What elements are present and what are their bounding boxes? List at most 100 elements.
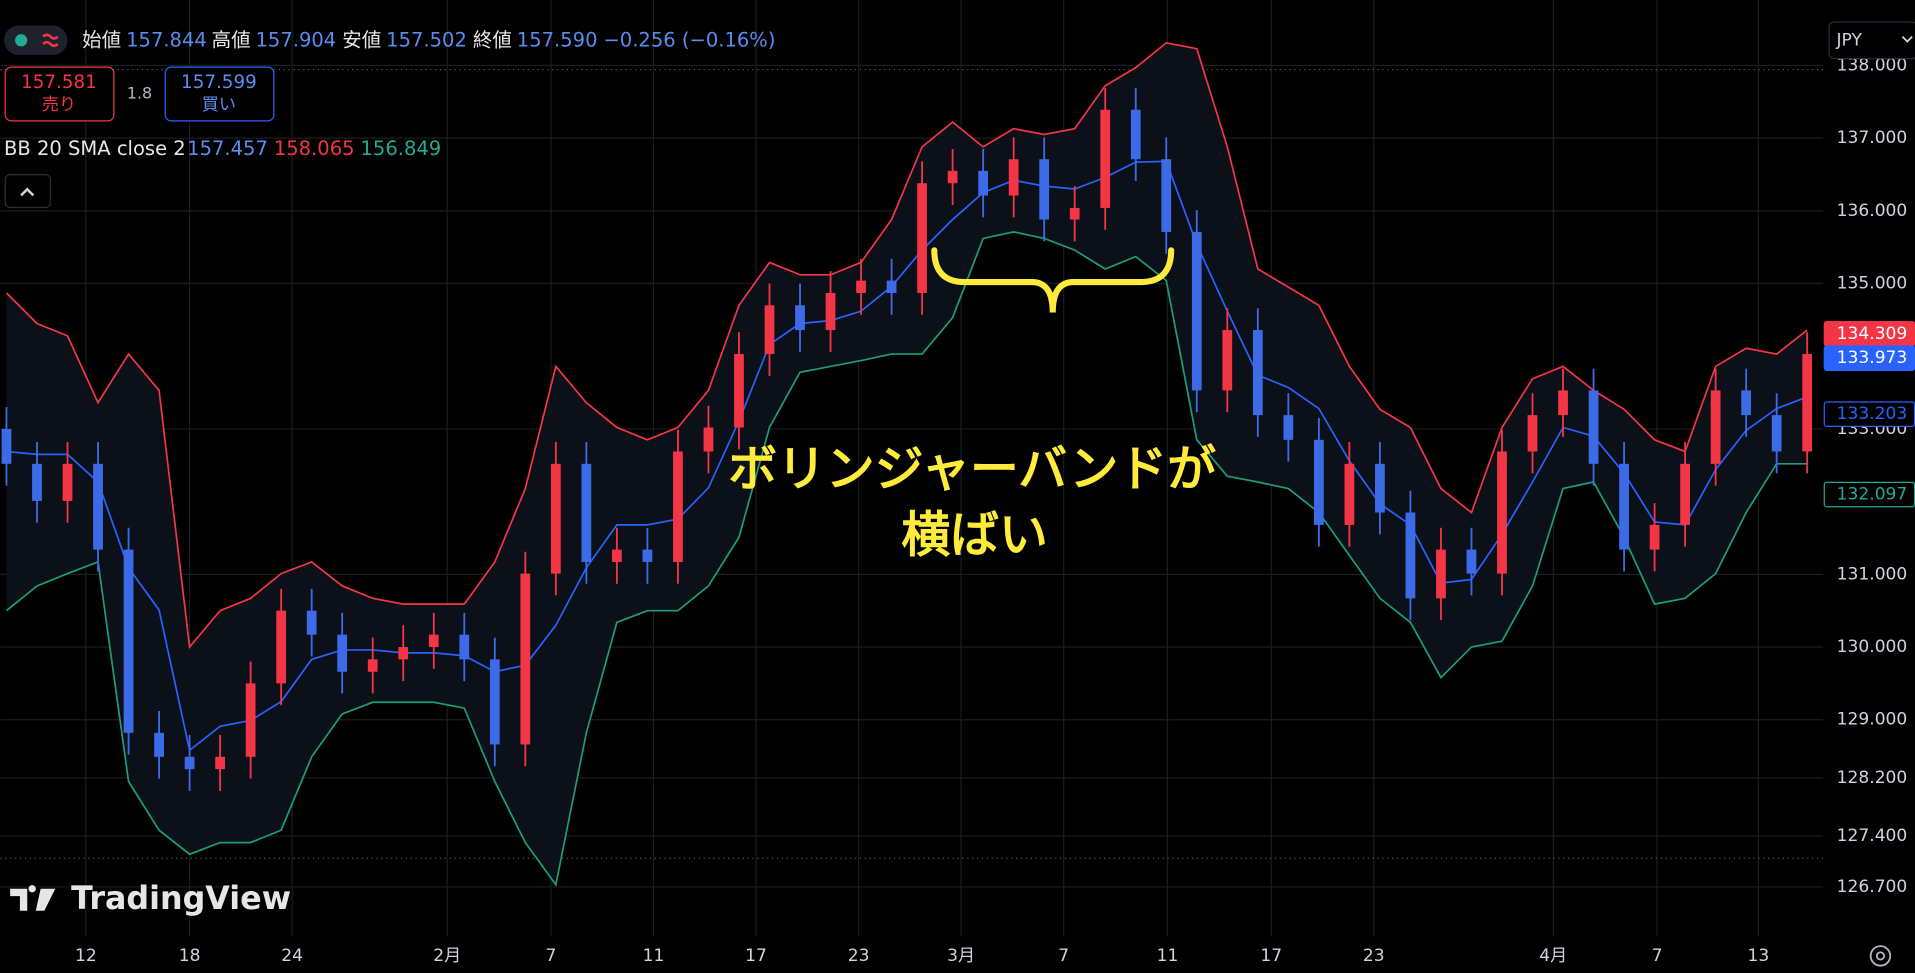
candle-body bbox=[520, 573, 531, 745]
indicator-name: BB 20 SMA close 2 bbox=[4, 136, 186, 159]
candle-body bbox=[1741, 390, 1752, 416]
settings-icon[interactable] bbox=[1869, 945, 1892, 967]
candle-body bbox=[1252, 330, 1263, 416]
ohlc-value: 157.904 bbox=[256, 28, 337, 51]
indicator-legend: BB 20 SMA close 2 157.457 158.065 156.849 bbox=[4, 136, 441, 159]
brace bbox=[931, 247, 1175, 313]
ohlc-label: 始値 bbox=[82, 28, 121, 51]
buy-button[interactable] bbox=[164, 66, 275, 122]
y-tick-label: 138.000 bbox=[1837, 55, 1908, 75]
candle-body bbox=[1466, 549, 1477, 574]
price-marker-label: 134.309 bbox=[1837, 324, 1908, 344]
candle-body bbox=[459, 634, 470, 660]
candle-body bbox=[93, 463, 103, 550]
x-tick-label: 17 bbox=[745, 946, 767, 966]
price-marker-label: 133.203 bbox=[1837, 404, 1908, 424]
ohlc-label: 安値 bbox=[342, 28, 381, 51]
symbol-status[interactable] bbox=[4, 25, 68, 55]
sell-price: 157.581 bbox=[21, 72, 97, 93]
candle-body bbox=[947, 170, 958, 184]
candle-body bbox=[1039, 159, 1050, 220]
plot bbox=[1, 41, 1813, 887]
chevron bbox=[20, 187, 35, 197]
sell-label: 売り bbox=[42, 95, 76, 115]
sell-button[interactable] bbox=[4, 66, 115, 122]
ohlc-value: 157.590 bbox=[517, 28, 598, 51]
candle-body bbox=[1313, 439, 1324, 525]
currency: JPY bbox=[1835, 30, 1862, 50]
settings-icon-core bbox=[1875, 951, 1886, 961]
chevron bbox=[1901, 35, 1913, 43]
watermark: TradingView bbox=[71, 881, 291, 917]
ohlc-value: 157.502 bbox=[386, 28, 467, 51]
annotation: ボリンジャーバンドが bbox=[728, 440, 1216, 497]
band-line bbox=[5, 231, 1808, 887]
y-tick-label: 131.000 bbox=[1837, 564, 1908, 584]
candle-body bbox=[32, 463, 42, 501]
candle-body bbox=[215, 756, 226, 770]
candle-body bbox=[276, 610, 287, 684]
price-marker-label: 133.973 bbox=[1837, 348, 1908, 368]
candle-body bbox=[306, 610, 317, 635]
x-tick-label: 7 bbox=[546, 946, 557, 966]
x-tick-label: 13 bbox=[1747, 946, 1769, 966]
candle-body bbox=[1, 428, 12, 464]
y-tick-label: 130.000 bbox=[1837, 637, 1908, 657]
candle-body bbox=[1771, 415, 1782, 452]
candle-body bbox=[917, 183, 927, 293]
status-icon bbox=[42, 33, 59, 47]
candle-body bbox=[886, 280, 897, 293]
candle-body bbox=[612, 549, 622, 562]
y-tick-label: 128.200 bbox=[1837, 768, 1908, 788]
x-tick-label: 7 bbox=[1652, 946, 1663, 966]
candle-body bbox=[1497, 451, 1507, 574]
candle-body bbox=[1649, 524, 1660, 550]
candle-body bbox=[337, 634, 348, 672]
y-tick-label: 137.000 bbox=[1837, 128, 1908, 148]
y-tick-label: 126.700 bbox=[1837, 877, 1908, 897]
candle-body bbox=[1130, 109, 1141, 160]
candle-body bbox=[1436, 549, 1446, 599]
indicator-value: 158.065 bbox=[274, 136, 355, 159]
candle-body bbox=[1191, 231, 1202, 391]
candle-body bbox=[1283, 415, 1294, 440]
x-tick-label: 18 bbox=[179, 946, 201, 966]
band-line bbox=[6, 160, 1808, 752]
candle-body bbox=[1619, 463, 1629, 550]
candle-body bbox=[1710, 390, 1721, 464]
x-tick-label: 23 bbox=[1363, 946, 1385, 966]
x-tick-label: 17 bbox=[1260, 946, 1282, 966]
x-tick-label: 11 bbox=[643, 946, 665, 966]
ohlc-legend: 始値 157.844 高値 157.904 安値 157.502 終値 157.590 … bbox=[82, 28, 775, 51]
candle-body bbox=[184, 756, 195, 770]
candle-body bbox=[154, 732, 164, 757]
candle-body bbox=[1069, 207, 1080, 220]
candle-body bbox=[856, 280, 866, 293]
ohlc-value: 157.844 bbox=[126, 28, 207, 51]
candle-body bbox=[550, 463, 561, 574]
candle-body bbox=[978, 170, 989, 196]
candle-body bbox=[1008, 159, 1019, 196]
candle-body bbox=[1680, 463, 1690, 525]
candle-body bbox=[1100, 109, 1111, 208]
spread: 1.8 bbox=[127, 84, 152, 103]
candle-body bbox=[123, 549, 134, 733]
band-fill bbox=[6, 42, 1808, 885]
x-tick-label: 24 bbox=[281, 946, 303, 966]
candle-body bbox=[1375, 463, 1385, 513]
axis: 138.000137.000136.000135.000133.000131.0… bbox=[75, 55, 1915, 966]
indicator-value: 156.849 bbox=[361, 136, 442, 159]
buy-label: 買い bbox=[202, 95, 236, 115]
x-tick-label: 12 bbox=[75, 946, 97, 966]
x-tick-label: 7 bbox=[1058, 946, 1069, 966]
candle-body bbox=[489, 659, 500, 745]
currency-button[interactable] bbox=[1828, 21, 1915, 60]
candle-body bbox=[1161, 159, 1172, 232]
y-tick-label: 135.000 bbox=[1837, 274, 1908, 294]
candle-body bbox=[795, 305, 805, 331]
candle-body bbox=[764, 305, 775, 355]
x-tick-label: 11 bbox=[1157, 946, 1179, 966]
candle-body bbox=[428, 634, 439, 648]
